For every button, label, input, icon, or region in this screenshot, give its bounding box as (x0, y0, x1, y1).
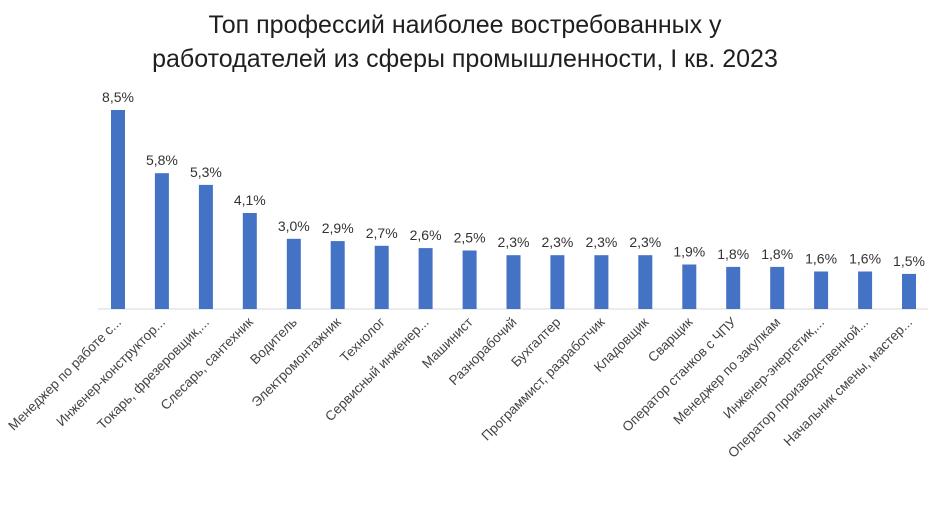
data-label-1: 8,5% (102, 89, 134, 105)
data-label-7: 2,7% (366, 225, 398, 241)
bar-17 (814, 271, 829, 309)
bar-10 (506, 255, 521, 309)
bar-12 (594, 255, 609, 309)
data-label-5: 3,0% (278, 218, 310, 234)
bar-5 (286, 238, 301, 309)
chart-title-line-1: Топ профессий наиболее востребованных у (208, 11, 722, 39)
bar-11 (550, 255, 565, 309)
bar-18 (858, 271, 873, 309)
data-label-18: 1,6% (849, 251, 881, 267)
bar-2 (154, 173, 169, 309)
data-label-17: 1,6% (805, 251, 837, 267)
data-label-3: 5,3% (190, 164, 222, 180)
bar-16 (770, 266, 785, 309)
data-label-19: 1,5% (893, 253, 925, 269)
bar-15 (726, 266, 741, 309)
bars-layer (111, 110, 916, 309)
data-label-15: 1,8% (717, 246, 749, 262)
data-label-6: 2,9% (322, 220, 354, 236)
data-label-8: 2,6% (410, 227, 442, 243)
value-labels-layer: 8,5% 5,8% 5,3% 4,1% 3,0% 2,9% 2,7% 2,6% 2,5% 2,3%… (102, 89, 925, 269)
data-label-11: 2,3% (541, 234, 573, 250)
data-label-16: 1,8% (761, 246, 793, 262)
data-label-10: 2,3% (498, 234, 530, 250)
bar-3 (198, 184, 213, 309)
data-label-2: 5,8% (146, 152, 178, 168)
bar-8 (418, 248, 433, 309)
bar-6 (330, 241, 345, 309)
category-labels-layer: Менеджер по работе с...Инженер-конструкт… (5, 314, 915, 460)
chart-title: Топ профессий наиболее востребованных у … (0, 8, 930, 76)
data-label-14: 1,9% (673, 244, 705, 260)
bar-9 (462, 250, 477, 309)
chart-title-line-2: работодателей из сферы промышленности, I… (152, 45, 778, 73)
data-label-13: 2,3% (629, 234, 661, 250)
bar-14 (682, 264, 697, 309)
bar-13 (638, 255, 653, 309)
data-label-12: 2,3% (585, 234, 617, 250)
data-label-9: 2,5% (454, 230, 486, 246)
bar-4 (242, 213, 257, 309)
bar-7 (374, 245, 389, 309)
bar-1 (111, 110, 125, 309)
bar-19 (902, 273, 916, 309)
data-label-4: 4,1% (234, 192, 266, 208)
